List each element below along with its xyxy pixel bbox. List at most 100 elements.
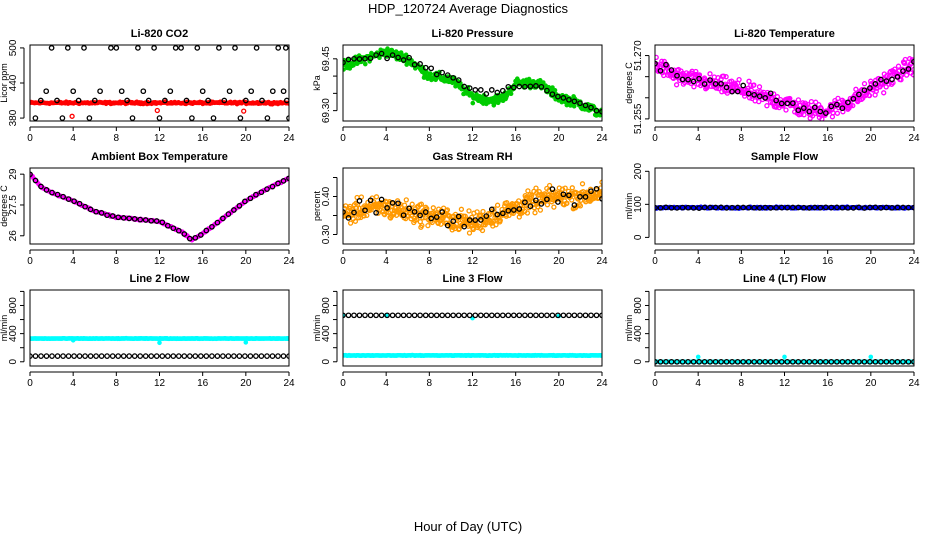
data-point-raw <box>362 61 368 67</box>
data-point-average <box>762 95 769 101</box>
data-point-average <box>153 353 160 359</box>
panel-frame <box>342 167 603 245</box>
data-point-average <box>789 100 796 107</box>
data-point-average <box>439 312 446 319</box>
data-point-average <box>477 87 484 93</box>
y-axis-label: kPa <box>312 75 322 91</box>
data-point-average <box>93 208 99 215</box>
data-point-average <box>588 104 594 111</box>
figure-title: HDP_120724 Average Diagnostics <box>368 1 568 16</box>
data-point-average <box>729 88 735 95</box>
y-axis-label: ml/min <box>624 315 634 342</box>
x-tick-label: 4 <box>695 133 701 144</box>
data-point-average <box>242 353 248 359</box>
x-tick-label: 8 <box>739 256 745 267</box>
y-tick-label: 0 <box>633 359 644 365</box>
panel-ltemp: Li-820 Temperature 0 4 8 12 16 20 24 51.255 51.27… <box>624 28 920 144</box>
x-tick-label: 4 <box>383 133 389 144</box>
x-tick-label: 12 <box>154 133 166 144</box>
data-point-average <box>71 353 77 359</box>
data-point-average <box>582 312 589 319</box>
data-point-average <box>707 77 713 83</box>
data-point-average <box>839 204 846 211</box>
data-point-average <box>663 204 669 211</box>
data-point-average <box>71 198 77 205</box>
data-point-average <box>433 214 440 220</box>
data-point-average <box>433 71 440 78</box>
data-point-average <box>59 115 66 121</box>
data-point-average <box>389 52 396 58</box>
data-point-average <box>723 84 730 91</box>
x-tick-label: 20 <box>865 133 877 144</box>
data-point-average <box>900 204 906 211</box>
data-point-average <box>483 213 490 219</box>
data-point-average <box>384 55 390 62</box>
data-point-average <box>247 353 254 359</box>
data-point-raw <box>425 222 431 229</box>
data-point-average <box>395 200 401 207</box>
data-point-average <box>527 312 534 319</box>
panel-data <box>655 54 914 121</box>
data-point-average <box>183 97 190 104</box>
x-tick-label: 8 <box>114 133 120 144</box>
data-point-average <box>685 76 691 83</box>
data-point-raw <box>795 97 802 103</box>
data-point-average <box>872 204 879 211</box>
data-point-average <box>30 171 33 178</box>
data-point-average <box>773 97 780 104</box>
data-point-average <box>729 204 735 211</box>
x-tick-label: 8 <box>114 256 120 267</box>
data-point-raw <box>902 56 908 63</box>
x-tick-label: 0 <box>340 256 346 267</box>
data-point-average <box>439 209 446 215</box>
data-point-average <box>745 358 752 365</box>
data-point-raw <box>504 200 510 206</box>
data-point-raw <box>693 68 699 75</box>
data-point-average <box>894 74 901 80</box>
data-point-average <box>38 183 44 190</box>
data-point-average <box>269 353 276 359</box>
data-point-average <box>483 91 490 97</box>
panel-data <box>343 179 602 236</box>
data-point-average <box>450 312 457 319</box>
data-point-average <box>784 358 791 365</box>
data-point-average <box>422 312 429 319</box>
data-point-average <box>494 312 501 319</box>
data-point-average <box>499 210 506 217</box>
data-point-average <box>571 98 578 105</box>
x-tick-label: 16 <box>510 378 522 389</box>
data-point-average <box>499 312 506 319</box>
data-point-raw <box>532 210 538 216</box>
data-point-spikes <box>782 354 787 360</box>
data-point-average <box>690 205 697 211</box>
data-point-average <box>828 103 835 110</box>
data-point-average <box>477 312 484 319</box>
data-point-raw <box>850 102 856 109</box>
data-point-average <box>406 205 412 212</box>
data-point-raw <box>546 182 553 189</box>
data-point-average <box>356 198 363 204</box>
data-point-average <box>817 358 824 365</box>
data-point-average <box>343 209 346 215</box>
y-tick-label: 800 <box>8 297 19 314</box>
data-point-dips <box>157 340 162 346</box>
x-tick-label: 4 <box>383 378 389 389</box>
data-point-average <box>778 100 785 107</box>
data-point-average <box>203 227 210 234</box>
x-tick-label: 8 <box>427 378 433 389</box>
data-point-raw <box>466 208 472 214</box>
data-point-average <box>237 115 244 121</box>
x-tick-label: 16 <box>197 133 209 144</box>
data-point-average <box>712 358 719 365</box>
data-point-raw <box>805 101 811 108</box>
data-point-average <box>883 204 890 211</box>
x-tick-label: 24 <box>283 256 295 267</box>
data-point-raw <box>427 71 433 76</box>
data-point-average <box>856 358 862 365</box>
data-point-average <box>81 45 87 51</box>
data-point-average <box>70 88 77 95</box>
data-point-average <box>247 195 254 202</box>
data-point-raw <box>552 88 558 93</box>
x-tick-label: 8 <box>739 133 745 144</box>
data-point-average <box>674 72 680 79</box>
